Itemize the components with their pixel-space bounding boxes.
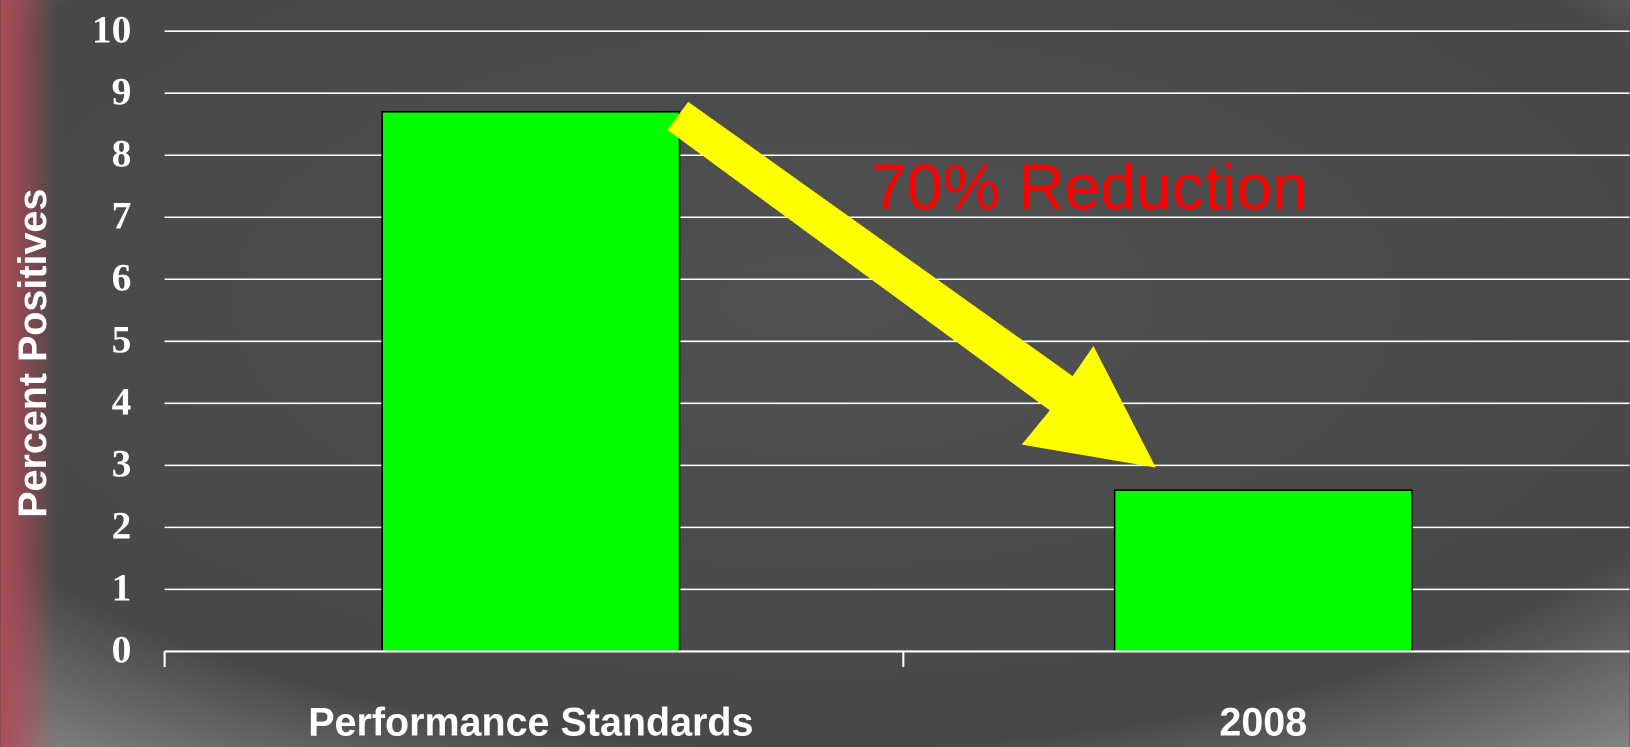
- y-axis-label: Percent Positives: [11, 189, 55, 518]
- y-tick-label: 1: [112, 566, 132, 610]
- bar: [1113, 489, 1413, 653]
- y-tick-label: 4: [112, 379, 132, 423]
- y-tick-label: 6: [112, 255, 132, 299]
- y-tick-label: 0: [112, 628, 132, 672]
- annotation: 70% Reduction: [871, 151, 1308, 223]
- x-tick-label: Performance Standards: [308, 701, 753, 745]
- background-edge: [0, 0, 58, 747]
- y-tick-label: 8: [112, 131, 132, 175]
- y-tick-label: 9: [112, 69, 132, 113]
- x-tick-label: 2008: [1219, 701, 1307, 745]
- y-tick-label: 3: [112, 441, 132, 485]
- y-tick-label: 7: [112, 193, 132, 237]
- y-tick-label: 2: [112, 504, 132, 548]
- y-tick-label: 5: [112, 317, 132, 361]
- y-tick-label: 10: [92, 7, 131, 51]
- arrow: [667, 101, 1156, 468]
- bar: [381, 111, 681, 653]
